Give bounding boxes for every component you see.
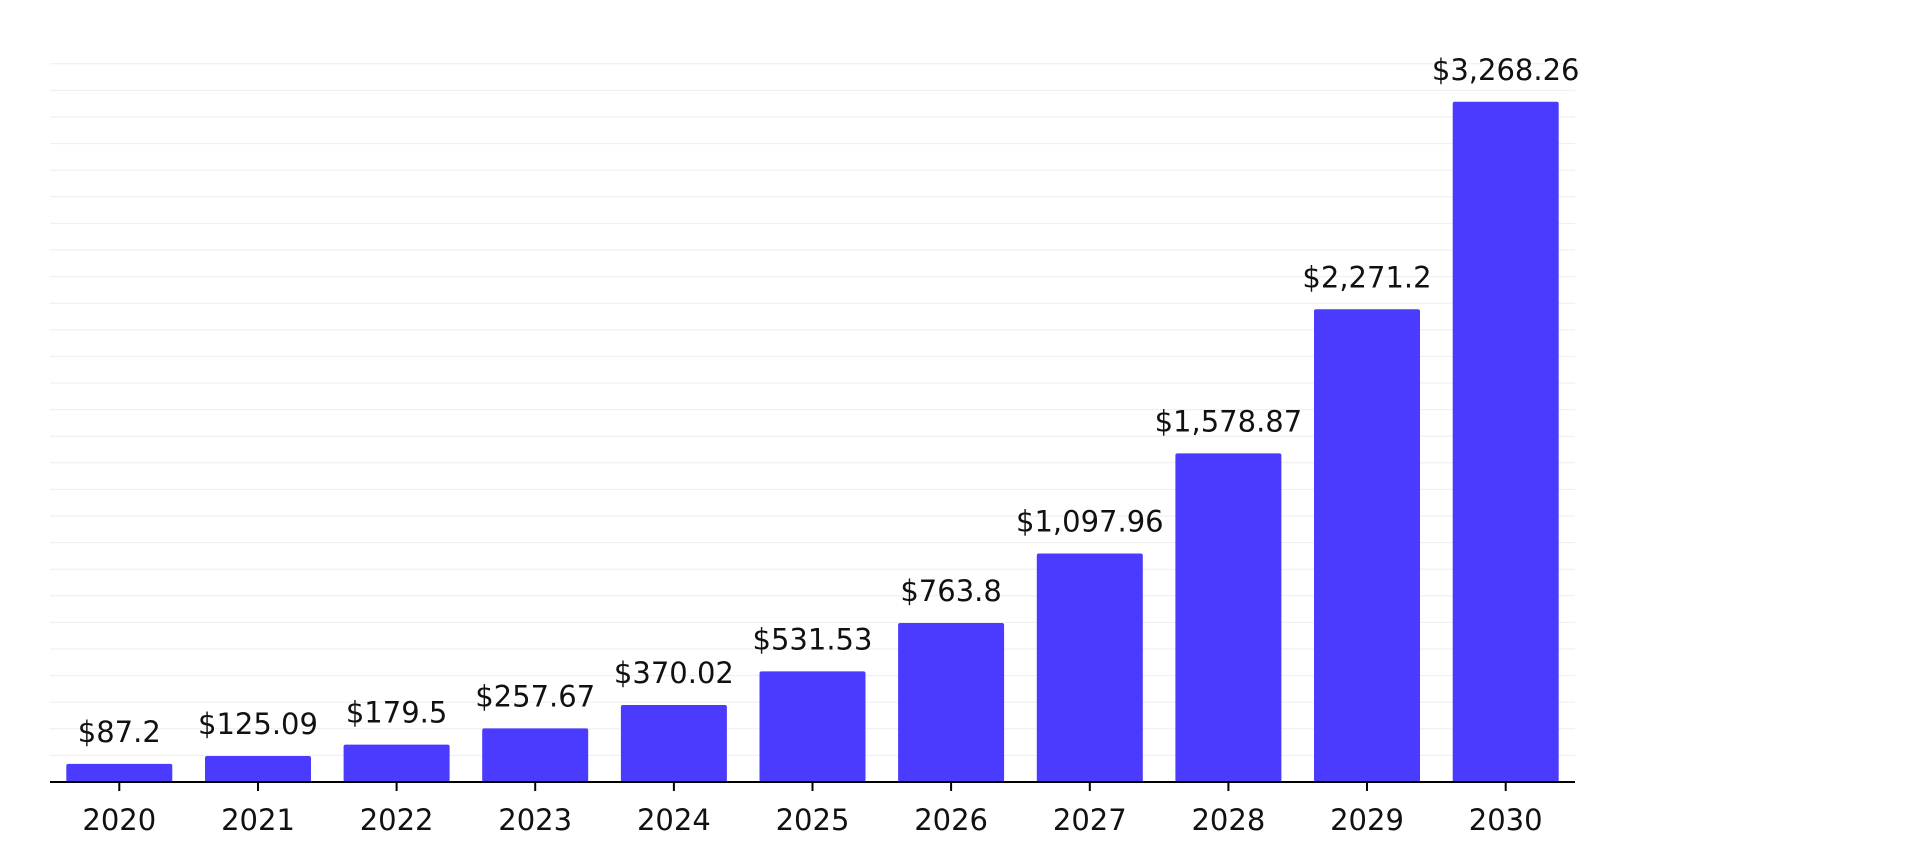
bar-2020 [66,763,173,782]
x-tick-label-2021: 2021 [221,803,295,837]
data-label-2023: $257.67 [475,679,595,713]
x-tick-label-2028: 2028 [1191,803,1265,837]
data-label-2020: $87.2 [78,715,161,749]
data-label-2027: $1,097.96 [1016,505,1164,539]
x-tick-label-2024: 2024 [637,803,711,837]
data-label-2025: $531.53 [753,622,873,656]
data-label-2021: $125.09 [198,707,318,741]
x-tick-label-2026: 2026 [914,803,988,837]
x-tick-label-2020: 2020 [82,803,156,837]
data-label-2022: $179.5 [346,696,447,730]
data-label-2024: $370.02 [614,656,734,690]
bar-2024 [620,705,727,782]
x-tick-label-2025: 2025 [776,803,850,837]
bar-2023 [482,728,589,782]
x-tick-label-2023: 2023 [498,803,572,837]
bar-2027 [1036,553,1143,782]
data-label-2026: $763.8 [900,574,1001,608]
x-axis-ticks: 2020 2021 2022 2023 2024 2025 2026 2027 2028 2029… [82,782,1543,837]
x-tick-label-2030: 2030 [1469,803,1543,837]
x-tick-label-2029: 2029 [1330,803,1404,837]
x-tick-label-2027: 2027 [1053,803,1127,837]
bars [66,101,1559,783]
bar-2028 [1175,453,1282,782]
bar-2030 [1452,101,1559,783]
data-label-2029: $2,271.2 [1302,260,1431,294]
bar-2025 [759,671,866,782]
bar-2029 [1314,309,1420,782]
data-labels: $87.2 $125.09 $179.5 $257.67 $370.02 $531.53 $… [78,53,1580,749]
bar-2022 [343,744,450,782]
data-label-2028: $1,578.87 [1155,404,1303,438]
bar-2021 [205,756,311,782]
bar-2026 [898,623,1005,782]
x-tick-label-2022: 2022 [360,803,434,837]
data-label-2030: $3,268.26 [1432,53,1580,87]
